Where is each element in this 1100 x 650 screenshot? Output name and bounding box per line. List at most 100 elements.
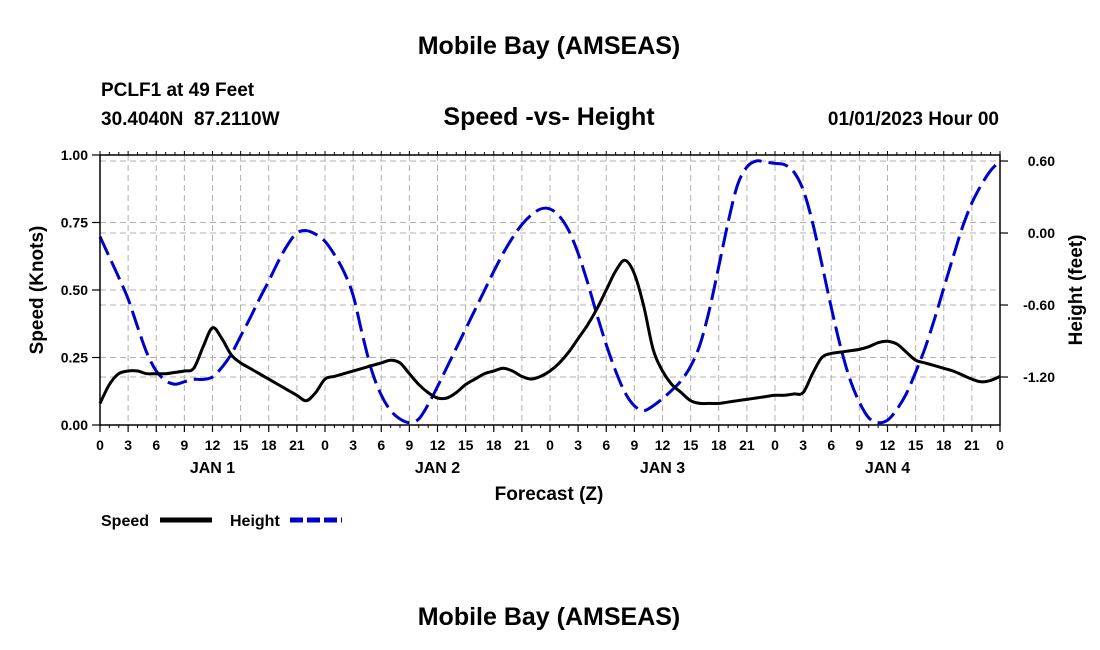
height-data-point (455, 347, 458, 350)
speed-data-point (230, 353, 233, 356)
height-data-point (717, 265, 720, 268)
x-tick-label: 3 (124, 437, 132, 453)
height-data-point (774, 162, 777, 165)
speed-data-point (202, 345, 205, 348)
x-tick-label: 12 (880, 437, 896, 453)
speed-data-point (717, 402, 720, 405)
height-data-point (127, 298, 130, 301)
x-tick-label: 0 (771, 437, 779, 453)
speed-data-point (389, 359, 392, 362)
height-data-point (117, 276, 120, 279)
x-tick-label: 15 (908, 437, 924, 453)
day-label: JAN 2 (415, 460, 460, 477)
speed-data-point (549, 370, 552, 373)
height-data-point (867, 416, 870, 419)
speed-data-point (942, 367, 945, 370)
speed-data-point (136, 370, 139, 373)
x-tick-label: 15 (458, 437, 474, 453)
legend-height-label: Height (230, 513, 280, 530)
speed-data-point (895, 343, 898, 346)
height-data-point (164, 379, 167, 382)
x-tick-label: 9 (630, 437, 638, 453)
height-data-point (933, 318, 936, 321)
speed-data-point (670, 383, 673, 386)
height-data-point (605, 343, 608, 346)
height-data-point (820, 263, 823, 266)
coordinates-label: 30.4040N 87.2110W (101, 109, 280, 130)
height-data-point (155, 370, 158, 373)
height-data-point (624, 391, 627, 394)
speed-data-point (595, 307, 598, 310)
height-data-point (924, 347, 927, 350)
x-tick-label: 0 (546, 437, 554, 453)
height-data-point (436, 385, 439, 388)
speed-data-point (980, 380, 983, 383)
speed-data-point (183, 370, 186, 373)
speed-data-point (605, 289, 608, 292)
height-series-line (98, 159, 1002, 425)
height-data-point (549, 208, 552, 211)
height-data-point (586, 281, 589, 284)
day-label: JAN 1 (190, 460, 235, 477)
x-tick-label: 3 (799, 437, 807, 453)
speed-data-point (155, 372, 158, 375)
height-data-point (670, 389, 673, 392)
speed-data-point (239, 361, 242, 364)
speed-data-point (774, 394, 777, 397)
x-tick-label: 9 (405, 437, 413, 453)
speed-data-point (914, 359, 917, 362)
speed-data-point (811, 372, 814, 375)
speed-data-point (333, 375, 336, 378)
speed-data-point (258, 372, 261, 375)
speed-data-point (445, 397, 448, 400)
speed-data-point (502, 367, 505, 370)
x-tick-label: 0 (321, 437, 329, 453)
height-data-point (192, 378, 195, 381)
speed-data-point (586, 324, 589, 327)
x-tick-label: 6 (827, 437, 835, 453)
speed-data-point (145, 372, 148, 375)
speed-data-point (652, 348, 655, 351)
speed-data-point (755, 397, 758, 400)
height-data-point (689, 365, 692, 368)
speed-data-point (127, 370, 130, 373)
speed-data-point (708, 402, 711, 405)
height-data-point (652, 404, 655, 407)
y2-tick-label: -1.20 (1023, 369, 1055, 385)
series-layer (98, 159, 1002, 425)
height-data-point (699, 343, 702, 346)
height-data-point (502, 252, 505, 255)
speed-data-point (305, 399, 308, 402)
speed-data-point (249, 367, 252, 370)
height-data-point (474, 308, 477, 311)
speed-data-point (924, 361, 927, 364)
forecast-date: 01/01/2023 Hour 00 (828, 109, 999, 130)
x-tick-label: 15 (233, 437, 249, 453)
x-tick-label: 15 (683, 437, 699, 453)
speed-data-point (783, 394, 786, 397)
legend-speed-label: Speed (101, 513, 149, 530)
height-data-point (952, 256, 955, 259)
speed-data-point (839, 351, 842, 354)
height-data-point (520, 223, 523, 226)
axes: 0 3 6 9 12 15 18 21 0 3 6 9 12 15 18 21 0 3 6 9 12 15 18 21 0 3 6 9… (61, 147, 1055, 477)
height-data-point (830, 306, 833, 309)
chart-title: Speed -vs- Height (443, 103, 655, 131)
speed-data-point (342, 372, 345, 375)
x-tick-label: 18 (711, 437, 727, 453)
height-data-point (839, 346, 842, 349)
speed-data-point (699, 402, 702, 405)
x-tick-label: 21 (964, 437, 980, 453)
speed-data-point (324, 378, 327, 381)
speed-data-point (849, 349, 852, 352)
speed-data-point (961, 374, 964, 377)
height-data-point (267, 280, 270, 283)
height-data-point (370, 370, 373, 373)
legend: Speed Height (101, 513, 342, 530)
speed-data-point (689, 399, 692, 402)
speed-data-point (858, 348, 861, 351)
height-data-point (295, 232, 298, 235)
speed-data-point (474, 378, 477, 381)
speed-data-point (680, 391, 683, 394)
height-data-point (277, 260, 280, 263)
